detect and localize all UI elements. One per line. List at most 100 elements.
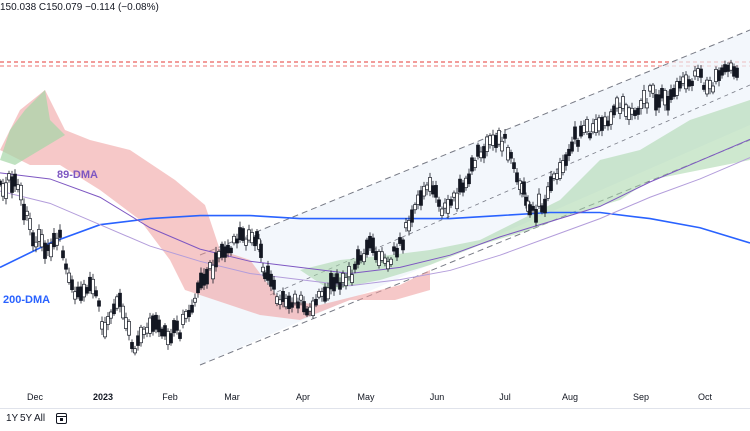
- candle: [633, 110, 637, 116]
- candle: [235, 238, 239, 244]
- candle: [163, 325, 167, 337]
- candle: [509, 152, 513, 159]
- candle: [261, 266, 265, 273]
- candle: [13, 173, 17, 187]
- candle: [308, 306, 312, 312]
- candle: [238, 227, 242, 241]
- candle: [157, 319, 161, 333]
- candle: [121, 305, 125, 319]
- candle: [214, 252, 218, 268]
- candle: [651, 84, 655, 94]
- candle: [73, 291, 77, 300]
- cloud-bearish: [0, 90, 430, 320]
- candle: [386, 261, 390, 270]
- candle: [359, 255, 363, 261]
- candle: [67, 272, 71, 283]
- candle: [317, 291, 321, 298]
- candle: [594, 119, 598, 133]
- candle: [711, 85, 715, 93]
- candle: [46, 244, 50, 251]
- candle: [365, 239, 369, 255]
- x-tick-label: Aug: [562, 392, 578, 402]
- candle: [681, 76, 685, 84]
- candle: [446, 198, 450, 214]
- candle: [549, 176, 553, 191]
- candle: [341, 272, 345, 283]
- candle: [431, 185, 435, 195]
- range-all-button[interactable]: All: [34, 413, 46, 424]
- candle: [699, 68, 703, 78]
- candle: [573, 126, 577, 140]
- candle: [255, 231, 259, 242]
- range-1y-button[interactable]: 1Y: [6, 413, 19, 424]
- candle: [40, 234, 44, 248]
- candle: [485, 136, 489, 152]
- candle: [94, 290, 98, 297]
- candle: [172, 320, 176, 334]
- candle: [455, 192, 459, 210]
- candle: [410, 209, 414, 223]
- calendar-icon[interactable]: [56, 413, 67, 424]
- candle: [112, 303, 116, 315]
- x-tick-label: Sep: [633, 392, 649, 402]
- candle: [287, 295, 291, 310]
- candle: [582, 125, 586, 133]
- candle: [142, 328, 146, 335]
- candle: [488, 135, 492, 146]
- candle: [657, 94, 661, 108]
- x-tick-label: May: [357, 392, 375, 402]
- candle: [100, 321, 104, 330]
- candle: [422, 185, 426, 197]
- candle: [220, 243, 224, 258]
- candle: [55, 237, 59, 246]
- candle: [380, 251, 384, 261]
- candle: [458, 178, 462, 193]
- candle: [7, 173, 11, 181]
- candle: [223, 246, 227, 258]
- candle: [558, 162, 562, 179]
- candle: [717, 70, 721, 81]
- candle: [293, 293, 297, 304]
- candle: [193, 297, 197, 303]
- candle: [85, 287, 89, 294]
- candle: [522, 181, 526, 195]
- candle: [705, 79, 709, 95]
- candle: [148, 317, 152, 334]
- candle: [482, 146, 486, 159]
- candle: [732, 66, 736, 77]
- candle: [368, 235, 372, 249]
- candle: [58, 229, 62, 238]
- candle: [500, 140, 504, 152]
- candle: [181, 313, 185, 325]
- candle: [392, 246, 396, 252]
- candle: [636, 107, 640, 115]
- candle: [247, 229, 251, 241]
- candle: [82, 283, 86, 298]
- candle: [178, 332, 182, 339]
- candle: [473, 160, 477, 168]
- bottom-toolbar: 1Y 5Y All: [0, 408, 750, 431]
- candle: [603, 116, 607, 126]
- candle: [588, 133, 592, 139]
- range-5y-button[interactable]: 5Y: [20, 413, 33, 424]
- candle: [389, 258, 393, 265]
- candle: [127, 321, 131, 336]
- price-chart[interactable]: 89-DMA 200-DMA Dec 2023 Feb Mar Apr May Jun Jul Au…: [0, 0, 750, 408]
- cloud-bullish-left: [0, 90, 65, 165]
- candle: [413, 204, 417, 211]
- series-line-0: [0, 211, 750, 269]
- candle: [118, 292, 122, 307]
- candle: [467, 173, 471, 185]
- candle: [693, 70, 697, 77]
- candle: [70, 279, 74, 291]
- candle: [19, 184, 23, 201]
- candle: [476, 144, 480, 157]
- candle: [302, 301, 306, 313]
- x-tick-label: 2023: [93, 392, 113, 402]
- x-tick-label: Dec: [27, 392, 44, 402]
- candle: [88, 276, 92, 292]
- candle: [97, 300, 101, 307]
- candle: [278, 299, 282, 305]
- candle: [281, 290, 285, 302]
